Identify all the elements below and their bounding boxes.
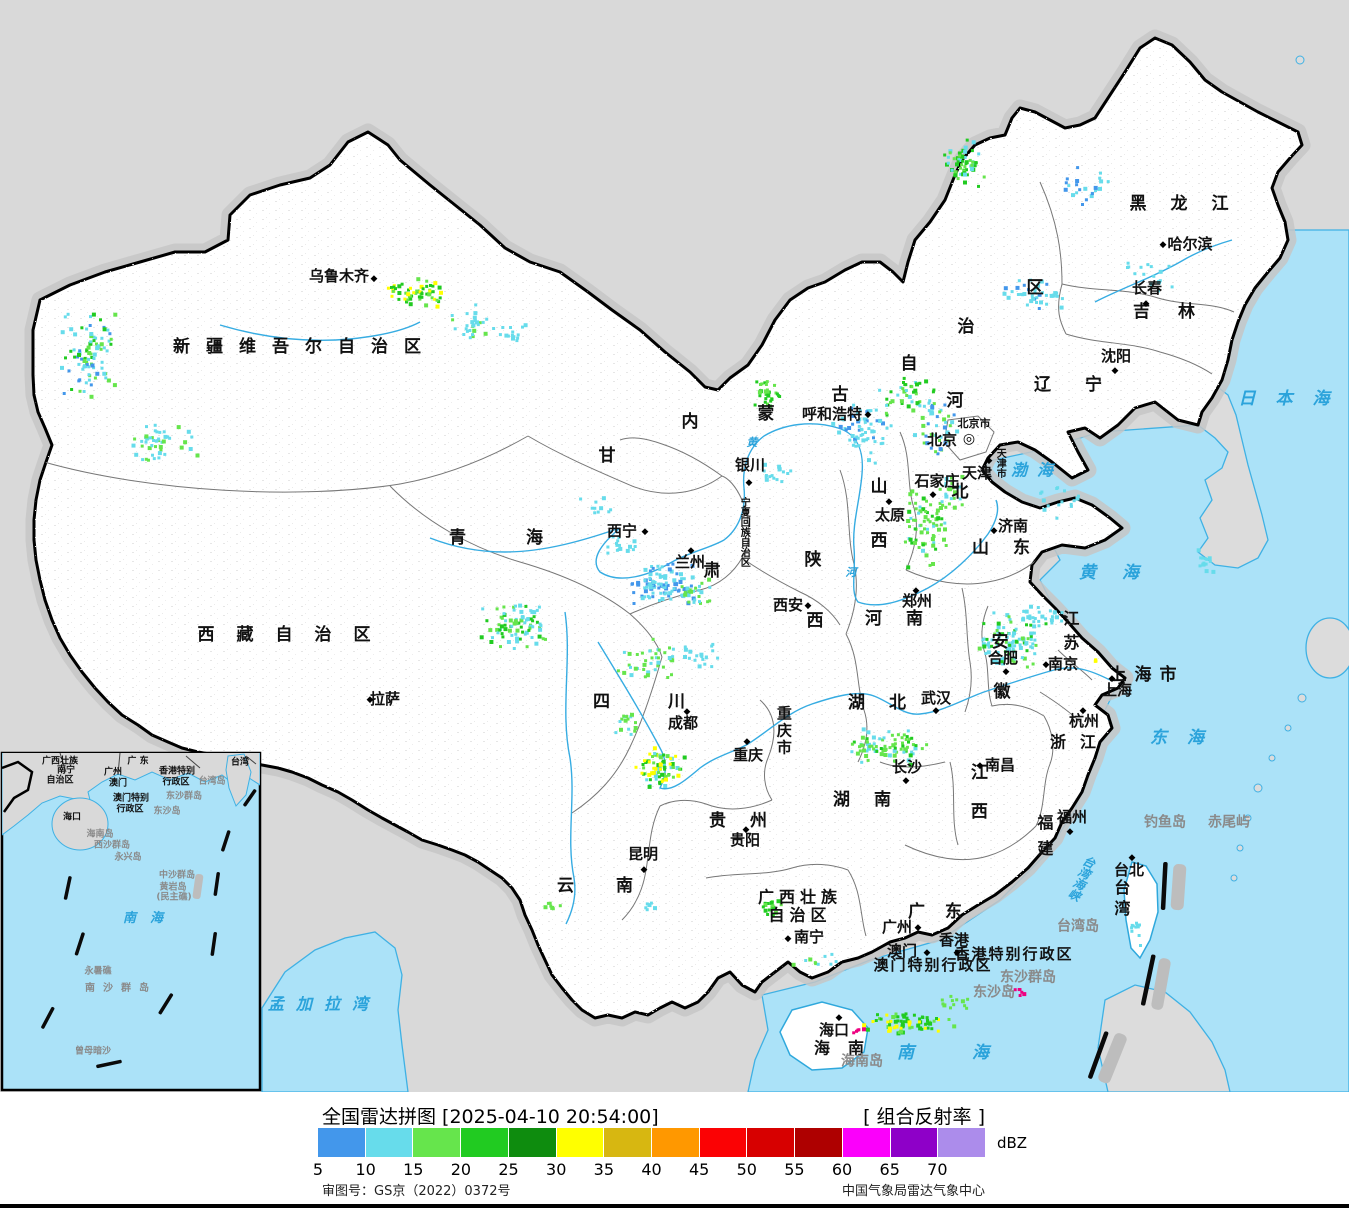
ryukyu-islands [1230,55,1307,882]
sea-bay-of-bengal [261,931,409,1092]
legend-cell-50 [747,1128,795,1157]
legend-panel: 全国雷达拼图 [2025-04-10 20:54:00] [ 组合反射率 ] d… [0,1092,1349,1208]
legend-cell-65 [890,1128,938,1157]
legend-cell-25 [508,1128,556,1157]
legend-tick: 5 [312,1160,324,1179]
legend-cell-45 [699,1128,747,1157]
legend-tick: 25 [498,1160,519,1179]
legend-cell-40 [652,1128,699,1157]
south-china-sea-inset[interactable] [0,751,262,1092]
dbz-colorbar [318,1128,986,1157]
inset-border-line [2,760,34,813]
product-label: [ 组合反射率 ] [863,1106,985,1128]
legend-cell-5 [318,1128,365,1157]
taiwan-island [1123,861,1159,960]
inset-province-lines [59,753,257,775]
legend-cell-70 [938,1128,986,1157]
legend-tick: 55 [784,1160,805,1179]
legend-tick: 10 [355,1160,376,1179]
legend-tick: 20 [450,1160,472,1179]
legend-cell-30 [556,1128,604,1157]
legend-tick: 35 [593,1160,615,1179]
boundary-dashes [1088,862,1187,1084]
legend-tick: 60 [831,1160,853,1179]
inset-dashes [41,789,257,1069]
dbz-unit-label: dBZ [997,1134,1028,1152]
legend-tick: 70 [927,1160,948,1179]
legend-cell-35 [604,1128,652,1157]
map-title: 全国雷达拼图 [2025-04-10 20:54:00] [322,1106,659,1128]
inset-taiwan [225,753,252,807]
legend-cell-15 [413,1128,461,1157]
legend-tick: 30 [546,1160,567,1179]
legend-tick: 40 [641,1160,662,1179]
china-radar-map-canvas[interactable] [0,0,1349,1092]
hainan-island [779,1001,869,1071]
legend-cell-55 [795,1128,842,1157]
bottom-border [0,1204,1349,1208]
legend-tick: 50 [736,1160,757,1179]
map-review-number: 审图号：GS京（2022）0372号 [322,1184,511,1199]
legend-tick: 65 [879,1160,900,1179]
inset-hainan [51,797,109,851]
legend-cell-60 [842,1128,890,1157]
legend-cell-20 [461,1128,508,1157]
radar-echo-layer [60,138,1216,1056]
agency-credit: 中国气象局雷达气象中心 [841,1184,985,1199]
legend-tick: 45 [688,1160,710,1179]
japan-island [1305,617,1349,679]
legend-cell-10 [365,1128,413,1157]
korea-peninsula [1197,384,1269,569]
legend-tick: 15 [403,1160,424,1179]
